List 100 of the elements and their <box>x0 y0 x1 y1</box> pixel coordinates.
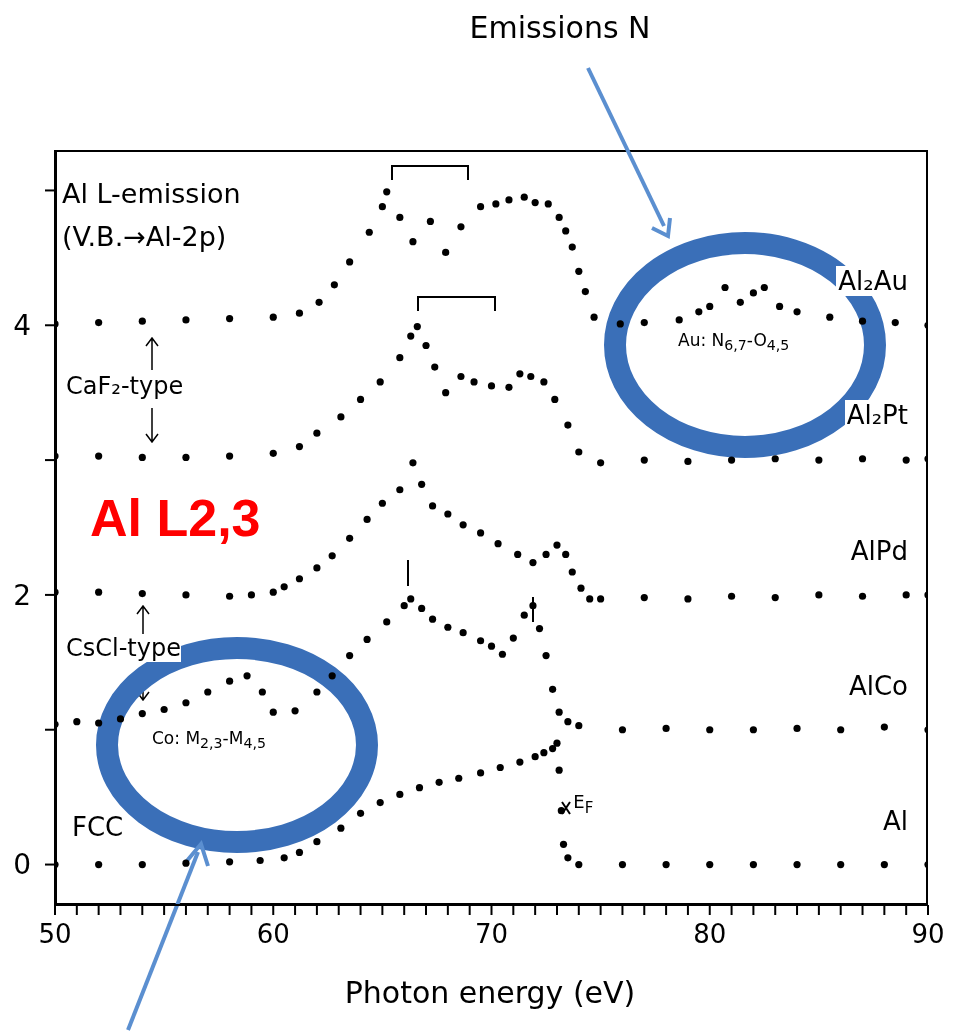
point <box>182 859 190 867</box>
point <box>640 594 648 602</box>
point <box>562 550 570 559</box>
point <box>160 705 168 714</box>
point <box>586 595 594 603</box>
point <box>760 283 768 292</box>
point <box>383 188 391 196</box>
point <box>516 370 524 378</box>
annotation: Au: N$_{6,7}$-O$_{4,5}$ <box>678 330 790 354</box>
point <box>356 809 365 817</box>
point <box>363 635 371 643</box>
point <box>575 860 583 869</box>
point <box>902 591 910 599</box>
point <box>549 745 557 753</box>
point <box>577 584 585 592</box>
point <box>269 588 277 596</box>
point <box>337 413 345 421</box>
point <box>138 860 146 869</box>
point <box>542 651 550 660</box>
point <box>428 615 437 623</box>
point <box>138 453 146 461</box>
point <box>564 421 572 429</box>
x-tick-label: 90 <box>911 919 945 950</box>
point <box>226 677 234 685</box>
x-tick-label: 50 <box>38 919 72 950</box>
point <box>555 766 563 774</box>
point <box>553 739 561 747</box>
point <box>226 314 234 323</box>
point <box>618 726 627 734</box>
point <box>226 452 234 460</box>
point <box>581 287 589 296</box>
point <box>459 521 467 529</box>
point <box>256 856 264 865</box>
point <box>330 281 338 289</box>
point <box>597 459 605 467</box>
point <box>138 709 146 718</box>
point <box>540 749 548 757</box>
point <box>442 248 450 257</box>
point <box>706 302 714 310</box>
point <box>640 318 648 327</box>
point <box>640 456 648 464</box>
point <box>269 449 277 457</box>
annotation: CsCl-type <box>66 634 181 662</box>
point <box>378 203 386 211</box>
point <box>457 223 465 231</box>
point <box>295 443 304 451</box>
point <box>291 707 299 715</box>
point <box>771 594 779 602</box>
point <box>431 363 439 371</box>
point <box>498 650 507 658</box>
point <box>684 457 692 466</box>
point <box>555 708 563 716</box>
point <box>407 595 415 603</box>
point <box>675 316 683 324</box>
point <box>568 568 576 576</box>
point <box>749 289 757 297</box>
point <box>706 860 714 869</box>
point <box>736 298 744 306</box>
point <box>295 309 304 317</box>
point <box>487 382 496 390</box>
point <box>95 318 103 327</box>
point <box>568 243 576 251</box>
point <box>295 848 304 857</box>
point <box>509 634 517 642</box>
point <box>356 395 365 404</box>
annotation: Co: M$_{2,3}$-M$_{4,5}$ <box>152 728 266 752</box>
point <box>363 515 371 524</box>
point <box>346 258 354 266</box>
point <box>476 203 485 211</box>
series-label: Al₂Pt <box>844 399 910 430</box>
point <box>415 784 424 792</box>
point <box>315 298 323 306</box>
point <box>95 452 103 460</box>
point <box>182 591 190 599</box>
point <box>575 267 583 275</box>
point <box>396 354 404 362</box>
point <box>590 313 598 321</box>
point <box>492 200 500 208</box>
y-tick-label: 2 <box>13 578 31 612</box>
point <box>269 708 277 716</box>
point <box>269 313 277 321</box>
point <box>529 558 537 567</box>
point <box>837 726 845 734</box>
point <box>418 604 426 612</box>
point <box>496 763 504 772</box>
point <box>529 602 537 610</box>
point <box>407 332 415 340</box>
point <box>531 753 539 761</box>
point <box>557 807 565 815</box>
annotation: CaF₂-type <box>66 372 184 400</box>
point <box>505 196 513 204</box>
point <box>182 453 190 461</box>
x-tick-label: 70 <box>474 919 509 950</box>
point <box>562 227 570 235</box>
point <box>494 540 502 548</box>
point <box>226 858 234 866</box>
point <box>409 459 417 467</box>
point <box>243 672 251 680</box>
series-label: AlCo <box>846 670 910 701</box>
point <box>428 502 437 510</box>
